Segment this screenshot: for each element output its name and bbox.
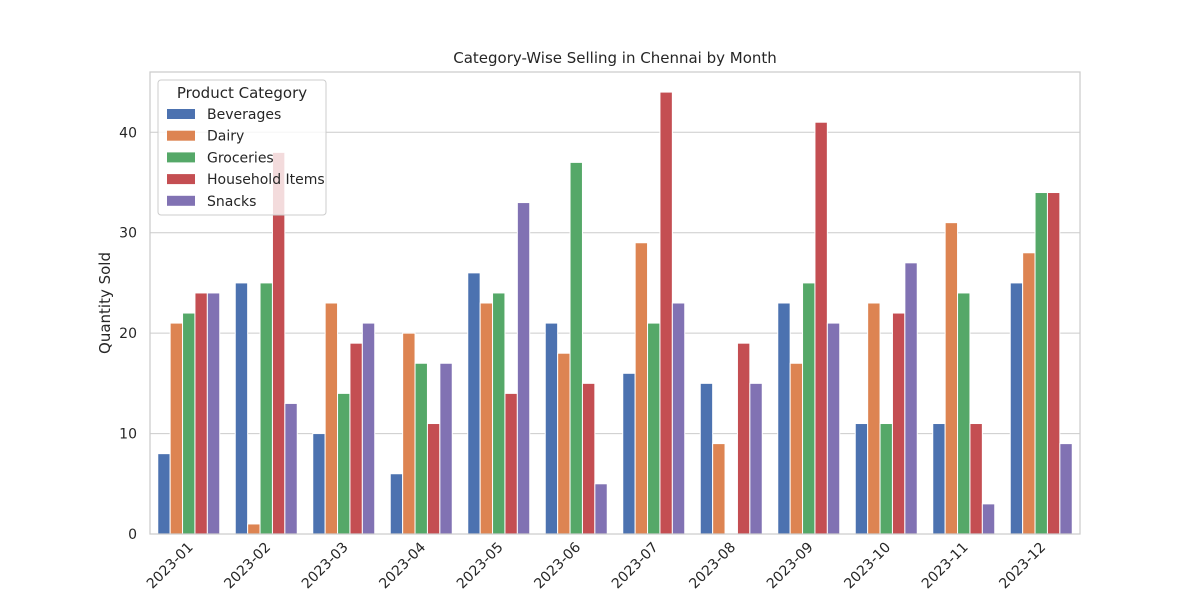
- bar-beverages[interactable]: [157, 453, 171, 535]
- bar-beverages[interactable]: [622, 372, 636, 535]
- y-tick-labels: 0 10 20 30 40: [119, 125, 137, 543]
- legend-label: Household Items: [207, 172, 325, 188]
- bar-groceries[interactable]: [957, 292, 971, 535]
- legend-box: [157, 79, 327, 216]
- legend-swatch: [167, 174, 195, 185]
- bar-dairy[interactable]: [944, 222, 959, 535]
- legend-title: Product Category: [177, 84, 307, 102]
- legend-swatch: [167, 130, 195, 141]
- bar-snacks[interactable]: [206, 292, 221, 535]
- bar-dairy[interactable]: [402, 332, 416, 535]
- bar-beverages[interactable]: [699, 382, 714, 535]
- bar-snacks[interactable]: [671, 302, 686, 535]
- bar-beverages[interactable]: [389, 473, 404, 535]
- bar-household-items[interactable]: [969, 423, 983, 535]
- bar-beverages[interactable]: [467, 272, 481, 535]
- legend-label: Dairy: [207, 129, 244, 145]
- bar-dairy[interactable]: [867, 302, 881, 535]
- bar-dairy[interactable]: [1022, 252, 1036, 535]
- bar-groceries[interactable]: [569, 161, 583, 535]
- bar-groceries[interactable]: [182, 312, 196, 535]
- bar-snacks[interactable]: [904, 262, 918, 535]
- bar-snacks[interactable]: [981, 503, 996, 535]
- plot-frame: [149, 71, 1081, 535]
- y-tick-label: 10: [119, 427, 137, 443]
- bar-beverages[interactable]: [932, 423, 946, 535]
- bar-household-items[interactable]: [659, 91, 673, 535]
- bar-groceries[interactable]: [879, 423, 893, 535]
- bar-snacks[interactable]: [594, 483, 608, 535]
- bar-dairy[interactable]: [712, 443, 726, 535]
- bar-dairy[interactable]: [324, 302, 339, 535]
- legend-swatch: [167, 195, 195, 206]
- legend-swatch: [167, 109, 195, 119]
- bar-groceries[interactable]: [259, 282, 273, 535]
- bar-beverages[interactable]: [1009, 282, 1024, 535]
- bar-groceries[interactable]: [647, 322, 661, 535]
- legend-label: Groceries: [207, 150, 274, 166]
- bar-snacks[interactable]: [826, 322, 841, 535]
- bar-snacks[interactable]: [516, 202, 531, 535]
- bar-snacks[interactable]: [439, 362, 453, 535]
- bar-groceries[interactable]: [802, 282, 816, 535]
- bar-dairy[interactable]: [479, 302, 494, 535]
- bar-dairy[interactable]: [169, 322, 184, 535]
- bar-snacks[interactable]: [284, 402, 298, 535]
- y-axis-label: Quantity Sold: [96, 252, 114, 354]
- bar-household-items[interactable]: [504, 392, 518, 535]
- bar-snacks[interactable]: [1059, 443, 1073, 535]
- bar-snacks[interactable]: [361, 322, 376, 535]
- bar-household-items[interactable]: [736, 342, 751, 535]
- bar-household-items[interactable]: [1046, 192, 1061, 535]
- bar-household-items[interactable]: [426, 423, 441, 535]
- bar-household-items[interactable]: [349, 342, 363, 535]
- bar-snacks[interactable]: [749, 382, 763, 535]
- bar-household-items[interactable]: [581, 382, 596, 535]
- bar-beverages[interactable]: [544, 322, 559, 535]
- legend-label: Beverages: [207, 107, 281, 123]
- bar-dairy[interactable]: [789, 362, 804, 535]
- legend[interactable]: Product Category Beverages Dairy Groceries…: [157, 79, 327, 216]
- bar-household-items[interactable]: [814, 121, 828, 535]
- bar-beverages[interactable]: [854, 423, 869, 535]
- bar-dairy[interactable]: [634, 242, 649, 535]
- bar-groceries[interactable]: [414, 362, 428, 535]
- y-tick-label: 40: [119, 125, 137, 141]
- y-tick-label: 0: [128, 527, 137, 543]
- chart-title: Category-Wise Selling in Chennai by Mont…: [453, 49, 777, 67]
- bar-groceries[interactable]: [492, 292, 506, 535]
- y-tick-label: 20: [119, 326, 137, 342]
- bar-groceries[interactable]: [1034, 192, 1048, 535]
- bar-dairy[interactable]: [557, 352, 571, 535]
- y-tick-label: 30: [119, 226, 137, 242]
- bar-beverages[interactable]: [777, 302, 791, 535]
- bar-beverages[interactable]: [234, 282, 249, 535]
- bar-beverages[interactable]: [312, 433, 326, 535]
- bar-household-items[interactable]: [194, 292, 208, 535]
- bar-household-items[interactable]: [891, 312, 906, 535]
- bar-groceries[interactable]: [337, 392, 351, 535]
- legend-items: Beverages Dairy Groceries Household Items Sn…: [167, 107, 325, 210]
- legend-label: Snacks: [207, 194, 256, 210]
- bar-dairy[interactable]: [247, 523, 261, 535]
- legend-swatch: [167, 152, 195, 163]
